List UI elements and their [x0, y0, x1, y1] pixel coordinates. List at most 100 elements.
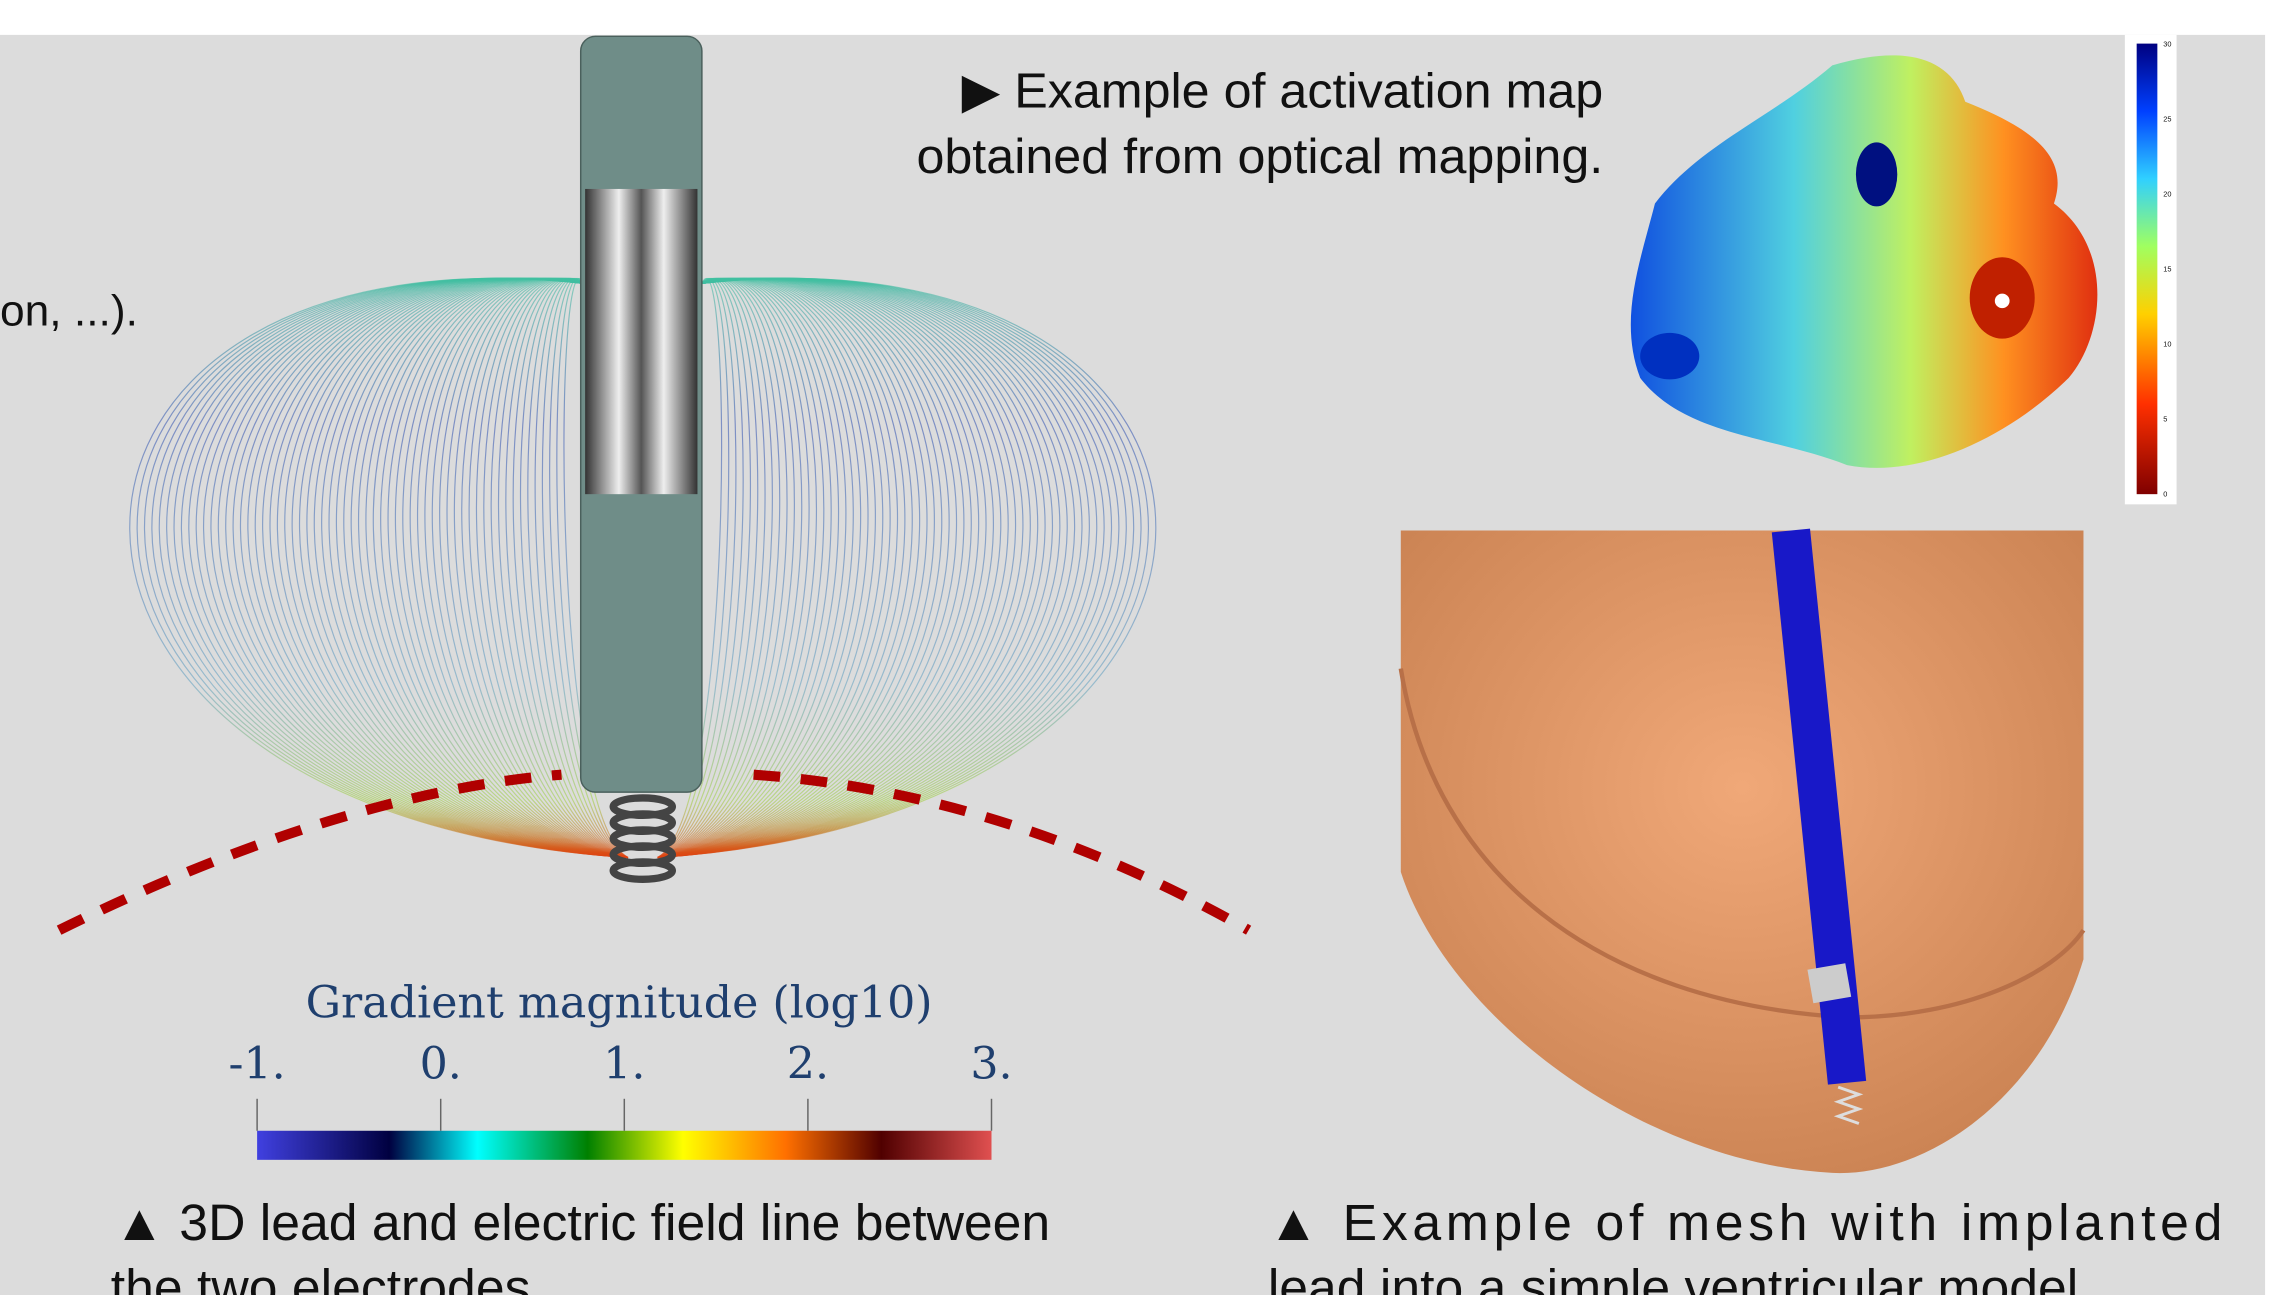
- field-line: [563, 278, 629, 859]
- field-line: [657, 277, 913, 859]
- field-line: [453, 278, 629, 859]
- field-line: [380, 277, 629, 859]
- field-line: [657, 278, 773, 859]
- caption-line: the two electrodes.: [111, 1260, 545, 1295]
- field-line: [657, 278, 810, 859]
- tissue-boundary: [56, 769, 1252, 935]
- field-line: [657, 277, 1105, 859]
- field-line: [475, 278, 629, 859]
- field-line: [657, 278, 744, 859]
- field-line: [203, 277, 629, 859]
- field-line: [519, 278, 629, 859]
- field-line: [657, 277, 1098, 859]
- field-line: [657, 277, 1009, 859]
- field-line: [657, 277, 1002, 859]
- colorbar-tick-label: 10: [2163, 340, 2171, 349]
- field-line: [657, 277, 1135, 859]
- field-line: [657, 277, 980, 859]
- field-line: [195, 277, 629, 859]
- colorbar-tick-label: 3.: [970, 1039, 1012, 1090]
- field-line: [657, 277, 972, 859]
- field-line: [461, 278, 629, 859]
- field-line: [541, 278, 629, 859]
- field-line: [439, 277, 629, 859]
- field-line: [328, 277, 629, 859]
- field-line: [269, 277, 629, 859]
- colorbar-title: Gradient magnitude (log10): [306, 978, 933, 1029]
- field-line: [657, 278, 832, 859]
- field-line: [657, 277, 884, 859]
- colorbar-tick-label: 30: [2163, 40, 2171, 49]
- field-line: [321, 277, 629, 859]
- field-line: [262, 277, 629, 859]
- field-line: [335, 277, 629, 859]
- field-line: [657, 277, 891, 859]
- field-line: [657, 278, 788, 859]
- field-line: [657, 277, 1054, 859]
- field-line: [657, 277, 921, 859]
- field-line: [657, 277, 958, 859]
- field-line: [657, 277, 847, 859]
- field-line: [247, 277, 629, 859]
- field-line: [254, 277, 629, 859]
- field-line: [512, 278, 629, 859]
- field-line: [657, 278, 759, 859]
- field-line: [173, 277, 629, 859]
- field-line: [527, 278, 629, 859]
- field-line: [657, 277, 906, 859]
- field-line: [657, 277, 965, 859]
- field-line: [210, 277, 629, 859]
- field-line: [657, 277, 1024, 859]
- colorbar: [257, 1130, 992, 1160]
- field-line: [483, 278, 629, 859]
- colorbar-tick-label: -1.: [228, 1039, 285, 1090]
- field-line: [657, 277, 943, 859]
- colorbar-tick-label: 20: [2163, 190, 2171, 199]
- colorbar-tick-label: 2.: [787, 1039, 829, 1090]
- field-line: [306, 277, 629, 859]
- field-line: [358, 277, 629, 859]
- colorbar-tick-label: 1.: [603, 1039, 645, 1090]
- caption-line: ▶ Example of activation map: [962, 63, 1604, 119]
- field-line: [657, 278, 737, 859]
- field-line: [291, 277, 629, 859]
- field-lines: [129, 277, 1157, 859]
- field-line: [468, 278, 629, 859]
- field-line: [657, 277, 950, 859]
- colorbar-tick-label: 0: [2163, 490, 2167, 499]
- field-line: [313, 277, 629, 859]
- field-line: [657, 278, 803, 859]
- field-line: [657, 277, 1127, 859]
- field-line: [232, 277, 629, 859]
- field-line: [556, 278, 629, 859]
- field-line: [239, 277, 629, 859]
- lead: [579, 35, 703, 883]
- field-line: [657, 278, 723, 859]
- field-line: [657, 277, 1142, 859]
- field-line: [298, 277, 629, 859]
- field-line: [657, 277, 1083, 859]
- field-line: [276, 277, 629, 859]
- field-line: [657, 278, 795, 859]
- field-line: [657, 278, 730, 859]
- field-line: [657, 277, 994, 859]
- field-line: [657, 277, 1061, 859]
- field-line: [657, 277, 1017, 859]
- field-line: [217, 277, 629, 859]
- field-line: [657, 278, 766, 859]
- coil-turn: [609, 858, 677, 883]
- field-line: [657, 278, 825, 859]
- field-line: [505, 278, 629, 859]
- field-line: [534, 278, 629, 859]
- field-line: [490, 278, 629, 859]
- field-line: [409, 277, 629, 859]
- colorbar-tick-label: 15: [2163, 265, 2171, 274]
- field-line: [657, 277, 854, 859]
- field-line: [657, 277, 1031, 859]
- field-line: [365, 277, 629, 859]
- field-line: [188, 277, 629, 859]
- field-line: [350, 277, 629, 859]
- field-line: [417, 277, 629, 859]
- colorbar-tick-label: 5: [2163, 415, 2167, 424]
- activation-map: [1630, 55, 2098, 468]
